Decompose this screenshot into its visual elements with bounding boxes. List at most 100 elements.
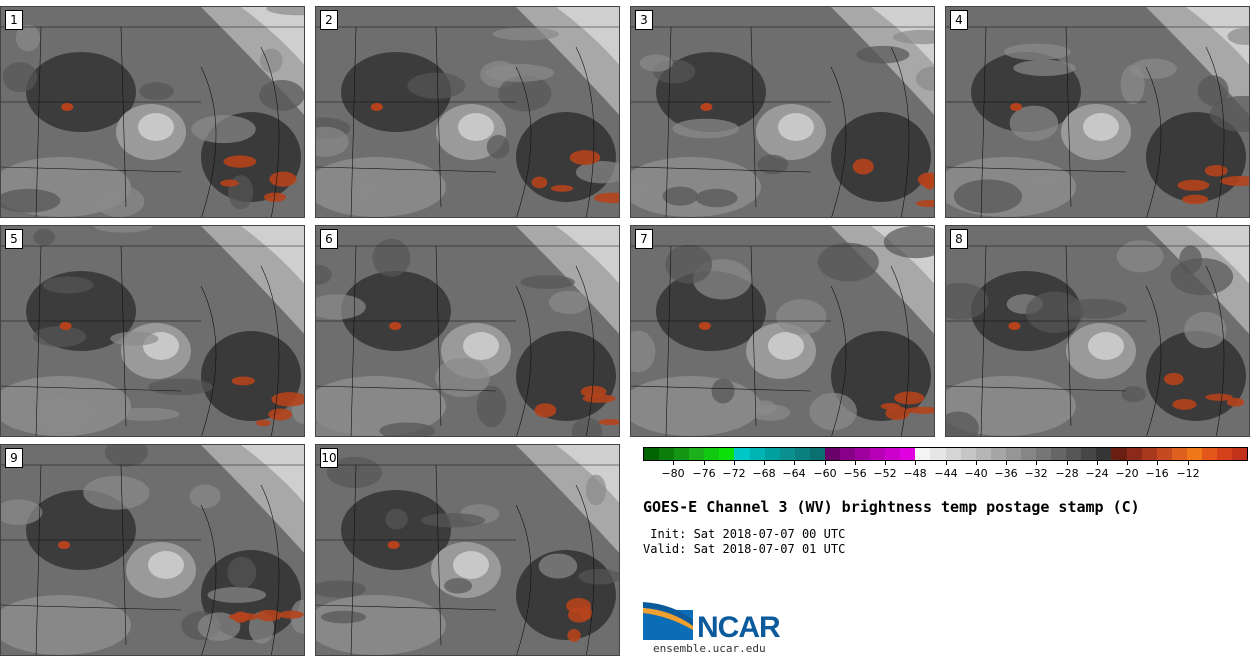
map-image [1, 226, 304, 436]
colorbar-swatch [644, 448, 660, 460]
valid-time: Valid: Sat 2018-07-07 01 UTC [643, 542, 846, 556]
colorbar-tick [885, 461, 886, 465]
colorbar-tick [946, 461, 947, 465]
colorbar-tick-label: −20 [1115, 467, 1139, 480]
colorbar-tick-label: −24 [1085, 467, 1109, 480]
colorbar-swatch [1066, 448, 1082, 460]
colorbar-swatch [1051, 448, 1067, 460]
map-panel: 2 [315, 6, 620, 218]
colorbar-tick [1006, 461, 1007, 465]
colorbar-tick-label: −36 [994, 467, 1018, 480]
map-panel: 6 [315, 225, 620, 437]
colorbar-swatch [960, 448, 976, 460]
colorbar-tick-label: −56 [843, 467, 867, 480]
colorbar-tick [1157, 461, 1158, 465]
colorbar-tick [1036, 461, 1037, 465]
colorbar-swatch [734, 448, 750, 460]
colorbar-swatch [930, 448, 946, 460]
map-panel: 1 [0, 6, 305, 218]
colorbar-swatch [1020, 448, 1037, 460]
map-image [946, 226, 1249, 436]
colorbar-tick [915, 461, 916, 465]
colorbar-tick-label: −68 [752, 467, 776, 480]
panel-number: 4 [950, 10, 968, 30]
map-panel: 5 [0, 225, 305, 437]
map-panel: 7 [630, 225, 935, 437]
colorbar-tick-label: −28 [1055, 467, 1079, 480]
map-panel: 8 [945, 225, 1250, 437]
colorbar-tick-label: −80 [661, 467, 685, 480]
colorbar-swatch [915, 448, 931, 460]
figure-title: GOES-E Channel 3 (WV) brightness temp po… [643, 498, 1140, 516]
colorbar-swatch [674, 448, 690, 460]
colorbar-swatch [990, 448, 1006, 460]
logo-text: NCAR [697, 611, 781, 644]
map-image [316, 226, 619, 436]
panel-number: 5 [5, 229, 23, 249]
colorbar-tick [704, 461, 705, 465]
map-image [946, 7, 1249, 217]
map-image [316, 445, 619, 655]
colorbar-swatch [824, 448, 841, 460]
colorbar-tick-label: −16 [1145, 467, 1169, 480]
colorbar-ticks: −80 −76 −72 −68 −64 −60 −56 −52 −48 −44 −40 −36 −32−… [643, 461, 1248, 483]
colorbar-swatch [689, 448, 705, 460]
ncar-logo-icon [643, 602, 693, 640]
panel-number: 8 [950, 229, 968, 249]
colorbar-tick-label: −76 [692, 467, 716, 480]
colorbar-swatch [764, 448, 780, 460]
colorbar-tick [976, 461, 977, 465]
colorbar-swatch [1216, 448, 1233, 460]
colorbar-swatch [945, 448, 961, 460]
colorbar-tick [734, 461, 735, 465]
panel-number: 9 [5, 448, 23, 468]
colorbar-tick-label: −48 [903, 467, 927, 480]
colorbar-tick-label: −44 [934, 467, 958, 480]
colorbar-swatch [749, 448, 765, 460]
colorbar-swatch [885, 448, 901, 460]
colorbar-tick-label: −52 [873, 467, 897, 480]
colorbar-tick-label: −32 [1024, 467, 1048, 480]
colorbar-swatch [659, 448, 675, 460]
colorbar-swatch [900, 448, 916, 460]
colorbar-swatch [1186, 448, 1202, 460]
colorbar-swatch [855, 448, 871, 460]
colorbar-swatch [1126, 448, 1142, 460]
colorbar-swatch [1096, 448, 1112, 460]
colorbar-tick-label: −12 [1176, 467, 1200, 480]
colorbar-swatch [1036, 448, 1052, 460]
map-panel: 3 [630, 6, 935, 218]
colorbar-swatch [1141, 448, 1157, 460]
colorbar-swatch [1171, 448, 1187, 460]
site-url: ensemble.ucar.edu [653, 642, 766, 655]
init-time: Init: Sat 2018-07-07 00 UTC [643, 527, 846, 541]
colorbar [643, 447, 1248, 461]
colorbar-tick [855, 461, 856, 465]
colorbar-swatch [1005, 448, 1021, 460]
colorbar-swatch [1081, 448, 1097, 460]
panel-number: 1 [5, 10, 23, 30]
colorbar-swatch [1111, 448, 1127, 460]
colorbar-swatch [1232, 448, 1248, 460]
colorbar-swatch [975, 448, 991, 460]
colorbar-tick [1127, 461, 1128, 465]
map-panel: 10 [315, 444, 620, 656]
colorbar-tick-label: −60 [813, 467, 837, 480]
colorbar-swatch [1201, 448, 1217, 460]
map-panel: 4 [945, 6, 1250, 218]
map-image [1, 445, 304, 655]
map-image [1, 7, 304, 217]
colorbar-tick [1097, 461, 1098, 465]
colorbar-swatch [840, 448, 856, 460]
map-panel: 9 [0, 444, 305, 656]
panel-number: 2 [320, 10, 338, 30]
panel-number: 7 [635, 229, 653, 249]
colorbar-tick [825, 461, 826, 465]
panel-number: 10 [320, 448, 338, 468]
colorbar-swatch [870, 448, 886, 460]
colorbar-swatch [794, 448, 810, 460]
colorbar-tick [794, 461, 795, 465]
panel-number: 6 [320, 229, 338, 249]
colorbar-swatch [1156, 448, 1172, 460]
colorbar-tick [1067, 461, 1068, 465]
